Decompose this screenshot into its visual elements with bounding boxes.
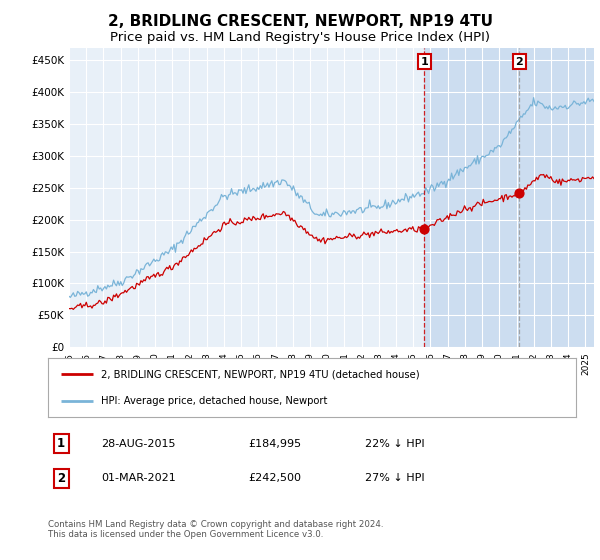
Text: £242,500: £242,500 (248, 473, 302, 483)
Text: 28-AUG-2015: 28-AUG-2015 (101, 438, 175, 449)
Text: 01-MAR-2021: 01-MAR-2021 (101, 473, 176, 483)
Text: 2: 2 (515, 57, 523, 67)
Text: 2, BRIDLING CRESCENT, NEWPORT, NP19 4TU: 2, BRIDLING CRESCENT, NEWPORT, NP19 4TU (107, 14, 493, 29)
Text: £184,995: £184,995 (248, 438, 302, 449)
Text: 1: 1 (421, 57, 428, 67)
Text: 27% ↓ HPI: 27% ↓ HPI (365, 473, 424, 483)
Text: 22% ↓ HPI: 22% ↓ HPI (365, 438, 424, 449)
Text: 2, BRIDLING CRESCENT, NEWPORT, NP19 4TU (detached house): 2, BRIDLING CRESCENT, NEWPORT, NP19 4TU … (101, 369, 419, 379)
Text: HPI: Average price, detached house, Newport: HPI: Average price, detached house, Newp… (101, 396, 327, 407)
Text: 2: 2 (57, 472, 65, 485)
Text: Price paid vs. HM Land Registry's House Price Index (HPI): Price paid vs. HM Land Registry's House … (110, 31, 490, 44)
Bar (424, 48, 594, 347)
Point (419, 225, 429, 234)
Point (515, 188, 524, 197)
Text: 1: 1 (57, 437, 65, 450)
Text: Contains HM Land Registry data © Crown copyright and database right 2024.
This d: Contains HM Land Registry data © Crown c… (48, 520, 383, 539)
